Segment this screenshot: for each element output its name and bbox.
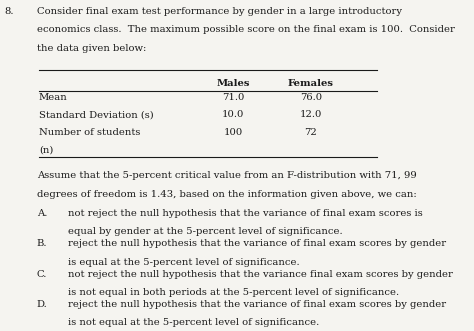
Text: degrees of freedom is 1.43, based on the information given above, we can:: degrees of freedom is 1.43, based on the… bbox=[37, 190, 417, 199]
Text: not reject the null hypothesis that the variance final exam scores by gender: not reject the null hypothesis that the … bbox=[68, 270, 453, 279]
Text: 72: 72 bbox=[304, 128, 317, 137]
Text: B.: B. bbox=[37, 239, 47, 248]
Text: 10.0: 10.0 bbox=[222, 111, 244, 119]
Text: economics class.  The maximum possible score on the final exam is 100.  Consider: economics class. The maximum possible sc… bbox=[37, 25, 455, 34]
Text: reject the null hypothesis that the variance of final exam scores by gender: reject the null hypothesis that the vari… bbox=[68, 300, 446, 309]
Text: (n): (n) bbox=[39, 145, 53, 154]
Text: 71.0: 71.0 bbox=[222, 93, 244, 102]
Text: A.: A. bbox=[37, 209, 47, 218]
Text: Mean: Mean bbox=[39, 93, 68, 102]
Text: Consider final exam test performance by gender in a large introductory: Consider final exam test performance by … bbox=[37, 7, 402, 16]
Text: not reject the null hypothesis that the variance of final exam scores is: not reject the null hypothesis that the … bbox=[68, 209, 423, 218]
Text: is equal at the 5-percent level of significance.: is equal at the 5-percent level of signi… bbox=[68, 258, 300, 266]
Text: Standard Deviation (s): Standard Deviation (s) bbox=[39, 111, 154, 119]
Text: D.: D. bbox=[37, 300, 48, 309]
Text: the data given below:: the data given below: bbox=[37, 44, 146, 53]
Text: C.: C. bbox=[37, 270, 47, 279]
Text: equal by gender at the 5-percent level of significance.: equal by gender at the 5-percent level o… bbox=[68, 227, 343, 236]
Text: reject the null hypothesis that the variance of final exam scores by gender: reject the null hypothesis that the vari… bbox=[68, 239, 446, 248]
Text: 12.0: 12.0 bbox=[300, 111, 322, 119]
Text: Males: Males bbox=[217, 79, 250, 88]
Text: Number of students: Number of students bbox=[39, 128, 140, 137]
Text: 8.: 8. bbox=[4, 7, 13, 16]
Text: 76.0: 76.0 bbox=[300, 93, 322, 102]
Text: Assume that the 5-percent critical value from an F-distribution with 71, 99: Assume that the 5-percent critical value… bbox=[37, 171, 417, 180]
Text: Females: Females bbox=[288, 79, 334, 88]
Text: is not equal at the 5-percent level of significance.: is not equal at the 5-percent level of s… bbox=[68, 318, 319, 327]
Text: is not equal in both periods at the 5-percent level of significance.: is not equal in both periods at the 5-pe… bbox=[68, 288, 399, 297]
Text: 100: 100 bbox=[224, 128, 243, 137]
